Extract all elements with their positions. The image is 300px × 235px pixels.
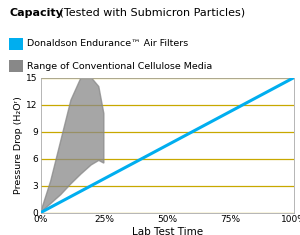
Bar	[9, 60, 22, 72]
X-axis label: Lab Test Time: Lab Test Time	[132, 227, 203, 235]
Polygon shape	[40, 78, 104, 213]
Bar	[9, 38, 22, 50]
Text: Capacity: Capacity	[9, 8, 63, 18]
Text: Donaldson Endurance™ Air Filters: Donaldson Endurance™ Air Filters	[27, 39, 188, 48]
Text: (Tested with Submicron Particles): (Tested with Submicron Particles)	[56, 8, 244, 18]
Y-axis label: Pressure Drop (H₂Oʳ): Pressure Drop (H₂Oʳ)	[14, 96, 23, 194]
Text: Range of Conventional Cellulose Media: Range of Conventional Cellulose Media	[27, 62, 212, 71]
